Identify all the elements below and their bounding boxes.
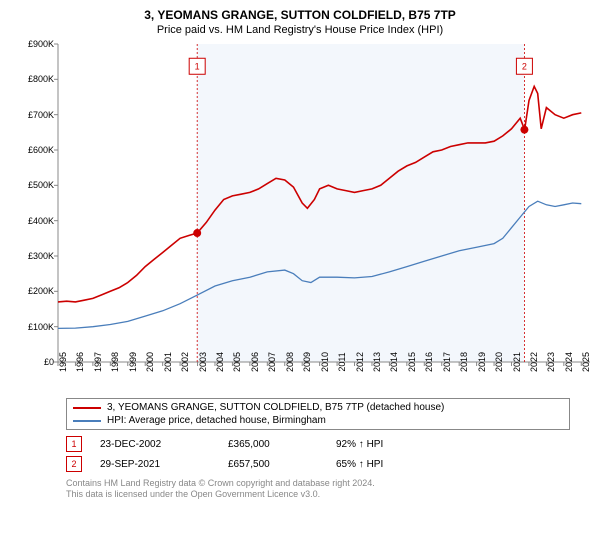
legend-label: 3, YEOMANS GRANGE, SUTTON COLDFIELD, B75…: [107, 402, 444, 413]
legend-swatch-hpi: [73, 420, 101, 422]
legend-item-hpi: HPI: Average price, detached house, Birm…: [73, 414, 563, 427]
chart-title: 3, YEOMANS GRANGE, SUTTON COLDFIELD, B75…: [10, 8, 590, 22]
marker-price: £365,000: [228, 439, 318, 450]
legend-swatch-price-paid: [73, 407, 101, 409]
legend-label: HPI: Average price, detached house, Birm…: [107, 415, 326, 426]
svg-text:1: 1: [195, 61, 200, 71]
chart-svg: 12: [58, 44, 590, 362]
chart-subtitle: Price paid vs. HM Land Registry's House …: [10, 24, 590, 36]
marker-date: 29-SEP-2021: [100, 459, 210, 470]
marker-row-1: 1 23-DEC-2002 £365,000 92% ↑ HPI: [66, 434, 570, 454]
svg-text:2: 2: [522, 61, 527, 71]
marker-price: £657,500: [228, 459, 318, 470]
marker-badge-1: 1: [66, 436, 82, 452]
marker-date: 23-DEC-2002: [100, 439, 210, 450]
chart-plot: 12 £0£100K£200K£300K£400K£500K£600K£700K…: [58, 44, 590, 362]
footer-line-2: This data is licensed under the Open Gov…: [66, 489, 570, 500]
footer: Contains HM Land Registry data © Crown c…: [66, 478, 570, 501]
legend: 3, YEOMANS GRANGE, SUTTON COLDFIELD, B75…: [66, 398, 570, 430]
legend-item-price-paid: 3, YEOMANS GRANGE, SUTTON COLDFIELD, B75…: [73, 401, 563, 414]
marker-pct: 92% ↑ HPI: [336, 439, 383, 450]
marker-pct: 65% ↑ HPI: [336, 459, 383, 470]
marker-table: 1 23-DEC-2002 £365,000 92% ↑ HPI 2 29-SE…: [66, 434, 570, 474]
marker-row-2: 2 29-SEP-2021 £657,500 65% ↑ HPI: [66, 454, 570, 474]
footer-line-1: Contains HM Land Registry data © Crown c…: [66, 478, 570, 489]
marker-badge-2: 2: [66, 456, 82, 472]
